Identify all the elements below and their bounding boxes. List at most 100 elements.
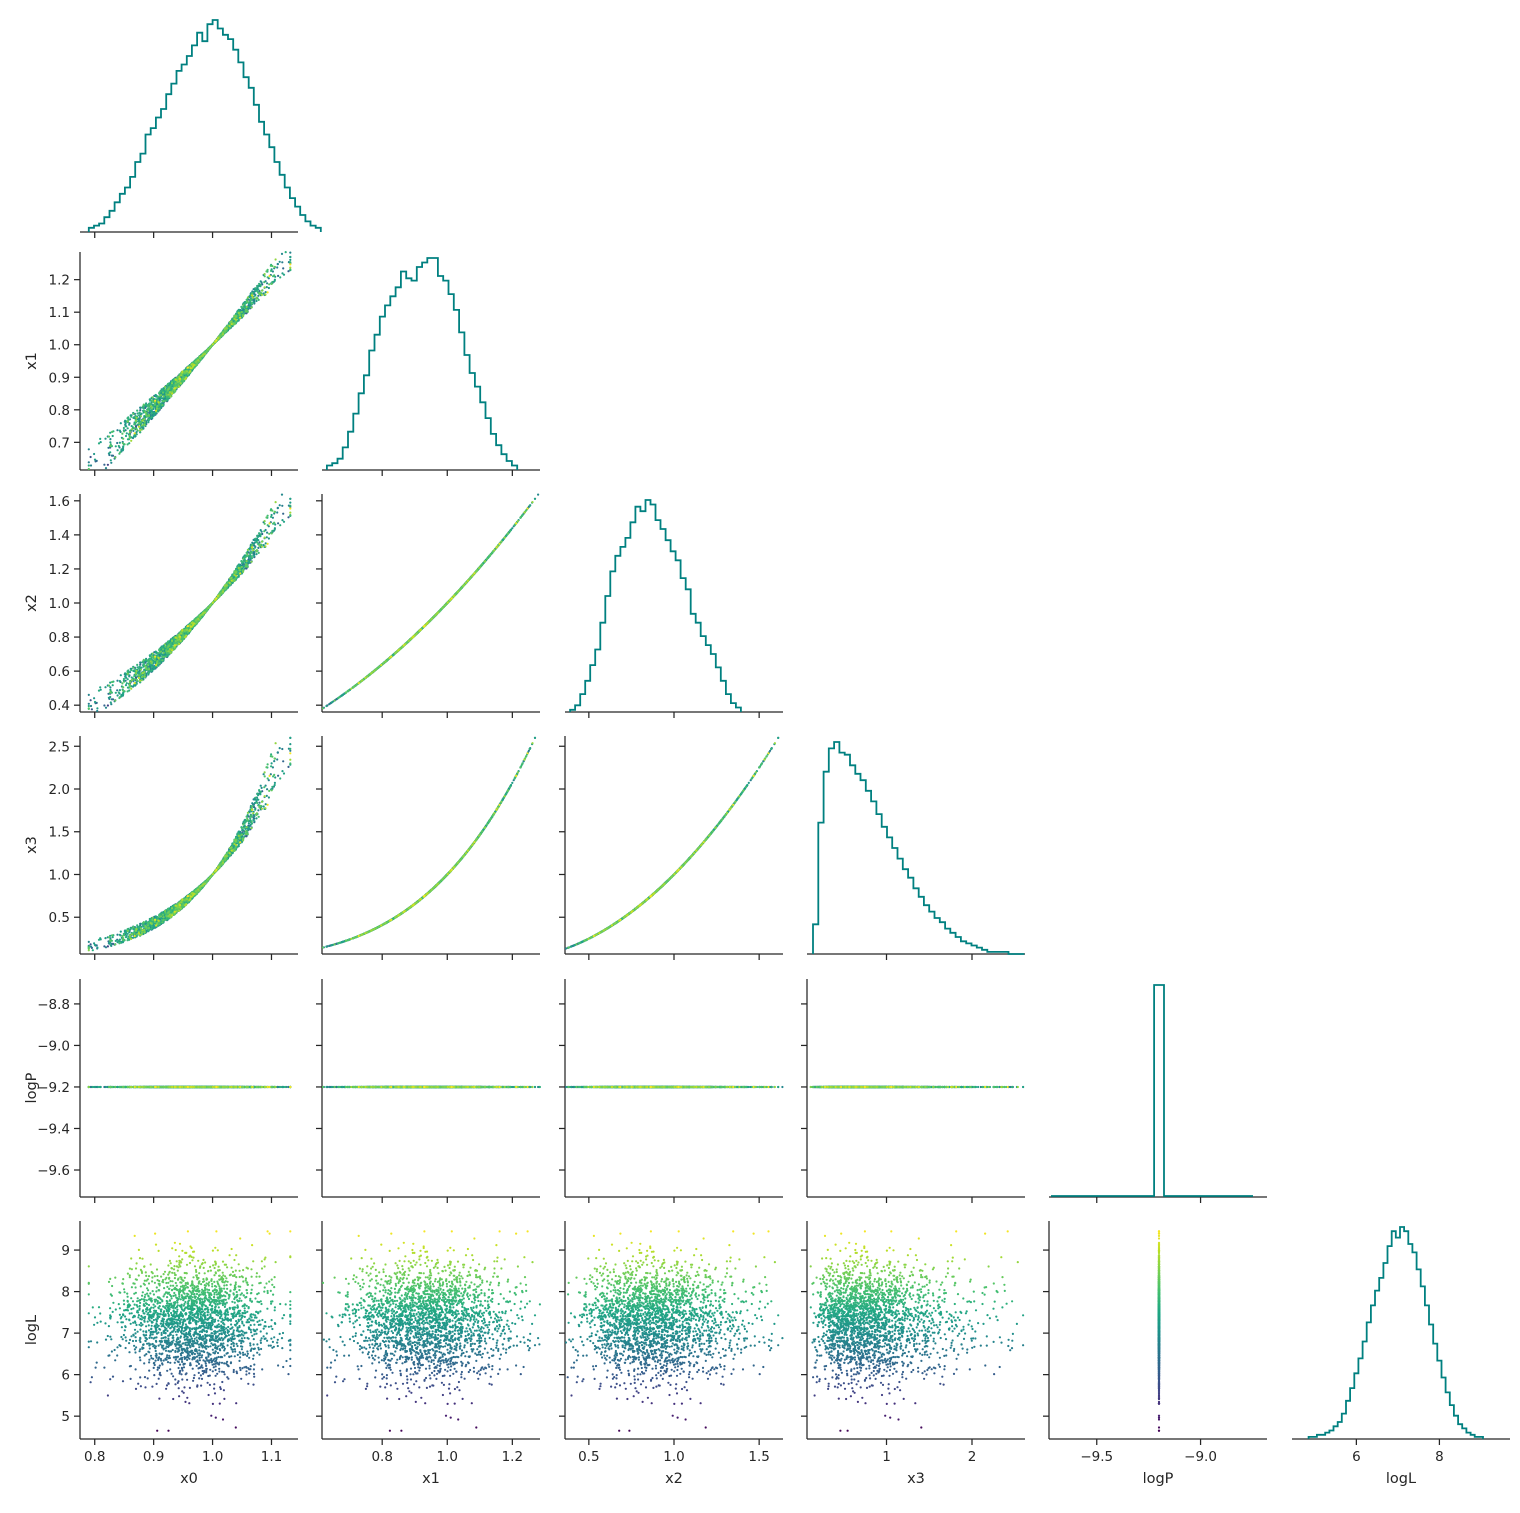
scatter-point — [136, 428, 138, 430]
scatter-point — [88, 468, 90, 470]
scatter-point — [134, 432, 136, 434]
scatter-point — [276, 511, 278, 513]
scatter-point — [224, 328, 226, 330]
scatter-point — [110, 459, 112, 461]
scatter-point — [139, 412, 141, 414]
scatter-point — [124, 420, 126, 422]
y-tick-label: 1.4 — [49, 528, 70, 544]
scatter-point — [289, 267, 291, 269]
scatter-point — [96, 710, 98, 712]
scatter-point — [126, 432, 128, 434]
scatter-point — [145, 414, 147, 416]
scatter-point — [250, 298, 252, 300]
scatter-point — [251, 295, 253, 297]
y-tick-label: 1.2 — [49, 273, 70, 289]
scatter-point — [105, 707, 107, 709]
y-tick-label: 0.9 — [49, 370, 70, 386]
scatter-point — [150, 416, 152, 418]
scatter-point — [209, 346, 211, 348]
scatter-point — [128, 424, 130, 426]
scatter-point — [189, 367, 191, 369]
scatter-point — [141, 424, 143, 426]
scatter-point — [202, 353, 204, 355]
scatter-point — [254, 294, 256, 296]
scatter-point — [289, 261, 291, 263]
scatter-point — [93, 453, 95, 455]
scatter-point — [130, 440, 132, 442]
scatter-point — [246, 300, 248, 302]
scatter-point — [143, 404, 145, 406]
y-tick-label: 0.6 — [49, 664, 70, 680]
scatter-point — [116, 429, 118, 431]
scatter-point — [109, 438, 111, 440]
scatter-point — [132, 430, 134, 432]
scatter-point — [109, 432, 111, 434]
scatter-point — [180, 382, 182, 384]
scatter-point — [125, 435, 127, 437]
scatter-point — [238, 312, 240, 314]
scatter-points — [88, 251, 292, 470]
scatter-point — [142, 405, 144, 407]
scatter-point — [282, 267, 284, 269]
scatter-point — [136, 417, 138, 419]
scatter-point — [118, 453, 120, 455]
scatter-point — [133, 423, 135, 425]
scatter-point — [156, 405, 158, 407]
scatter-point — [289, 502, 291, 504]
scatter-point — [148, 415, 150, 417]
scatter-point — [139, 661, 141, 663]
scatter-point — [281, 505, 283, 507]
scatter-point — [155, 394, 157, 396]
scatter-point — [147, 410, 149, 412]
scatter-point — [279, 261, 281, 263]
scatter-point — [269, 275, 271, 277]
scatter-point — [252, 297, 254, 299]
scatter-point — [247, 296, 249, 298]
scatter-point — [154, 400, 156, 402]
scatter-point — [260, 529, 262, 531]
scatter-point — [118, 445, 120, 447]
scatter-point — [289, 263, 291, 265]
scatter-point — [143, 424, 145, 426]
scatter-point — [139, 664, 141, 666]
y-tick-label: 1.0 — [49, 596, 70, 612]
y-tick-label: 1.2 — [49, 562, 70, 578]
panel-x2-vs-x0: 0.40.60.81.01.21.41.6x2 — [24, 494, 298, 719]
scatter-point — [117, 449, 119, 451]
scatter-point — [88, 464, 90, 466]
scatter-point — [281, 253, 283, 255]
scatter-point — [122, 448, 124, 450]
scatter-point — [125, 425, 127, 427]
scatter-point — [206, 351, 208, 353]
panel-x1-vs-x0: 0.70.80.91.01.11.2x1 — [24, 251, 298, 476]
scatter-point — [158, 401, 160, 403]
scatter-point — [268, 287, 270, 289]
scatter-point — [109, 445, 111, 447]
y-tick-label: 0.7 — [49, 435, 70, 451]
scatter-point — [285, 251, 287, 253]
scatter-point — [152, 396, 154, 398]
scatter-point — [193, 364, 195, 366]
scatter-point — [279, 504, 281, 506]
scatter-point — [260, 284, 262, 286]
y-tick-label: 1.0 — [49, 338, 70, 354]
scatter-point — [129, 434, 131, 436]
scatter-point — [178, 386, 180, 388]
scatter-point — [116, 680, 118, 682]
scatter-point — [149, 403, 151, 405]
scatter-point — [162, 391, 164, 393]
scatter-point — [90, 456, 92, 458]
scatter-point — [266, 286, 268, 288]
scatter-point — [150, 405, 152, 407]
scatter-point — [170, 395, 172, 397]
scatter-point — [108, 436, 110, 438]
scatter-point — [256, 297, 258, 299]
scatter-point — [99, 438, 101, 440]
scatter-point — [154, 404, 156, 406]
histogram-x0 — [89, 20, 321, 232]
scatter-point — [112, 435, 114, 437]
scatter-point — [136, 410, 138, 412]
scatter-point — [264, 286, 266, 288]
scatter-point — [138, 422, 140, 424]
scatter-point — [162, 400, 164, 402]
